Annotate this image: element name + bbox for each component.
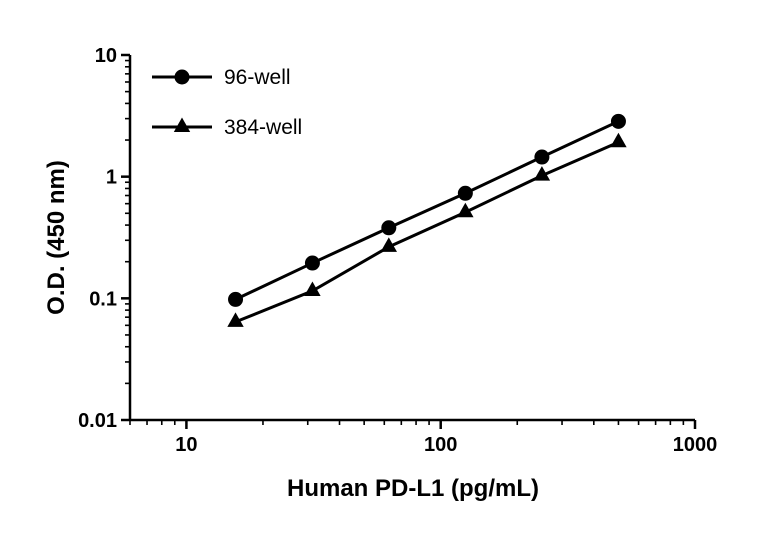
y-tick-label: 0.1 [89,288,117,310]
y-tick-label: 0.01 [78,410,117,432]
legend-label-96-well: 96-well [224,66,291,89]
series-line-96-well [234,119,620,301]
y-axis-title: O.D. (450 nm) [43,160,70,315]
axes: 10 100 1000 0.01 0.1 1 10 [78,45,717,456]
data-point-marker-384-well [533,166,551,181]
data-point-marker-384-well [304,281,321,296]
legend-marker-384-well [173,117,191,132]
data-point-marker-384-well [380,237,398,252]
y-tick-label: 1 [106,167,117,189]
data-point-marker-96-well [457,185,473,201]
x-tick-label: 1000 [673,434,718,456]
data-point-marker-384-well [610,132,627,148]
series-line-384-well [234,140,620,324]
data-point-marker-96-well [304,255,320,271]
legend-label-384-well: 384-well [224,116,302,139]
data-point-marker-96-well [610,113,626,129]
x-tick-label: 100 [424,434,457,456]
x-tick-label: 10 [175,434,197,456]
data-point-marker-96-well [534,149,550,165]
data-point-marker-96-well [381,220,397,236]
y-tick-label: 10 [95,45,117,67]
legend-symbol-96-well [152,69,212,85]
data-point-marker-96-well [228,291,244,307]
legend-symbol-384-well [152,117,212,132]
legend-marker-96-well [174,69,190,85]
data-series [227,113,627,327]
legend: 96-well 384-well [152,66,302,139]
data-point-marker-384-well [227,312,244,327]
data-point-marker-384-well [457,202,474,218]
x-axis-title: Human PD-L1 (pg/mL) [287,475,539,502]
